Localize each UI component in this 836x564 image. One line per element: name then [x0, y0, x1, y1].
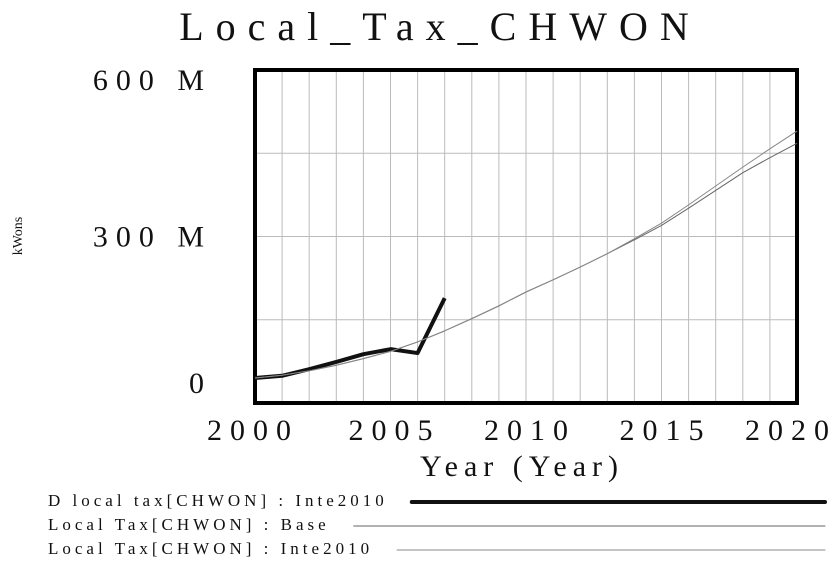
x-axis-label: Year (Year): [420, 450, 624, 483]
x-tick-label: 2020: [745, 414, 836, 447]
legend-label: D local tax[CHWON] : Inte2010: [48, 491, 388, 510]
x-tick-label: 2010: [484, 414, 576, 447]
legend-label: Local Tax[CHWON] : Base: [48, 515, 330, 534]
chart-title: Local_Tax_CHWON: [179, 4, 701, 49]
series-line: [254, 297, 447, 381]
series-line: [254, 130, 798, 379]
y-axis-label: kWons: [11, 217, 26, 256]
plot-frame: [253, 68, 799, 405]
x-tick-label: 2005: [349, 414, 441, 447]
x-tick-label: 2015: [620, 414, 712, 447]
x-tick-label: 2000: [207, 414, 299, 447]
y-tick-label: 300 M: [93, 221, 212, 254]
y-tick-label: 600 M: [93, 64, 212, 97]
legend-label: Local Tax[CHWON] : Inte2010: [48, 539, 373, 558]
y-tick-label: 0: [189, 367, 212, 400]
